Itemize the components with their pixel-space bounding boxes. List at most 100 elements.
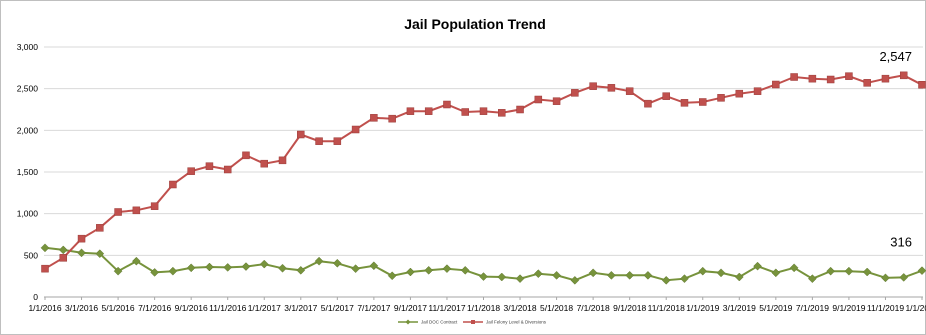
data-point bbox=[717, 94, 725, 102]
data-point bbox=[150, 268, 159, 277]
x-tick-label: 1/1/2017 bbox=[248, 303, 281, 313]
x-tick-label: 11/1/2018 bbox=[648, 303, 685, 313]
data-point bbox=[808, 274, 817, 284]
y-tick-label: 0 bbox=[33, 292, 38, 302]
data-point bbox=[881, 74, 890, 83]
data-point bbox=[516, 105, 524, 114]
x-tick-label: 5/1/2017 bbox=[321, 303, 354, 313]
data-point bbox=[498, 109, 506, 117]
data-point bbox=[625, 87, 634, 95]
data-point bbox=[260, 159, 268, 168]
gridlines bbox=[44, 46, 923, 298]
x-tick-label: 9/1/2018 bbox=[613, 303, 646, 313]
data-point bbox=[333, 137, 342, 145]
legend: Jail DOC Contract Jail Felony Level & Div… bbox=[398, 319, 547, 325]
x-tick-label: 3/1/2019 bbox=[723, 303, 756, 313]
data-point bbox=[862, 267, 872, 277]
x-tick-label: 7/1/2019 bbox=[796, 303, 829, 313]
data-callout: 316 bbox=[890, 235, 912, 250]
data-point bbox=[205, 262, 214, 272]
x-tick-label: 5/1/2016 bbox=[102, 303, 135, 313]
legend-label: Jail DOC Contract bbox=[421, 320, 458, 325]
data-point bbox=[534, 95, 543, 104]
data-point bbox=[589, 82, 597, 90]
data-point bbox=[58, 245, 68, 255]
data-point bbox=[223, 165, 232, 174]
x-tick-label: 5/1/2019 bbox=[759, 303, 792, 313]
series-layer bbox=[40, 71, 926, 285]
data-point bbox=[241, 262, 251, 271]
data-point bbox=[41, 264, 49, 273]
y-tick-label: 500 bbox=[24, 250, 38, 260]
data-point bbox=[59, 254, 68, 262]
data-point bbox=[662, 92, 670, 100]
data-point bbox=[297, 130, 305, 139]
data-point bbox=[132, 206, 141, 215]
data-point bbox=[552, 97, 561, 105]
x-tick-label: 9/1/2019 bbox=[832, 303, 865, 313]
data-point bbox=[460, 265, 470, 275]
x-axis-ticks: 1/1/2016 3/1/2016 5/1/2016 7/1/2016 9/1/2016… bbox=[28, 297, 926, 313]
chart-title: Jail Population Trend bbox=[404, 16, 546, 32]
data-point bbox=[552, 270, 561, 280]
data-point bbox=[734, 272, 744, 282]
x-tick-label: 9/1/2016 bbox=[175, 303, 208, 313]
data-point bbox=[296, 265, 306, 275]
data-point bbox=[643, 270, 653, 280]
data-point bbox=[77, 248, 86, 258]
data-point bbox=[351, 264, 360, 274]
data-point bbox=[917, 266, 926, 276]
data-point bbox=[113, 266, 123, 276]
data-point bbox=[132, 256, 141, 266]
x-tick-label: 1/1/2018 bbox=[467, 303, 500, 313]
data-point bbox=[771, 268, 781, 278]
data-point bbox=[826, 266, 835, 276]
data-point bbox=[735, 89, 744, 98]
data-point bbox=[278, 156, 287, 165]
data-point bbox=[881, 273, 890, 283]
y-tick-label: 1,000 bbox=[17, 209, 39, 219]
data-point bbox=[899, 71, 908, 80]
callouts: 2,547 316 bbox=[879, 49, 912, 250]
data-point bbox=[790, 73, 798, 81]
data-point bbox=[443, 100, 451, 109]
data-point bbox=[461, 108, 469, 116]
x-tick-label: 1/1/2020 bbox=[905, 303, 926, 313]
x-tick-label: 11/1/2019 bbox=[867, 303, 904, 313]
legend-swatch-marker bbox=[405, 319, 411, 325]
y-tick-label: 2,000 bbox=[17, 125, 39, 135]
data-point bbox=[808, 74, 817, 83]
legend-label: Jail Felony Level & Diversions bbox=[486, 320, 547, 325]
data-point bbox=[515, 274, 525, 284]
y-tick-label: 2,500 bbox=[17, 84, 39, 94]
x-tick-label: 3/1/2017 bbox=[284, 303, 317, 313]
series-2 bbox=[41, 71, 926, 273]
data-point bbox=[424, 107, 433, 115]
data-point bbox=[40, 243, 50, 253]
y-tick-label: 1,500 bbox=[17, 167, 39, 177]
data-point bbox=[899, 273, 909, 282]
x-tick-label: 7/1/2017 bbox=[357, 303, 390, 313]
data-point bbox=[406, 267, 415, 277]
data-point bbox=[314, 256, 324, 266]
x-tick-label: 7/1/2016 bbox=[138, 303, 171, 313]
data-point bbox=[607, 84, 616, 92]
y-axis-ticks: 0 500 1,000 1,500 2,000 2,500 3,000 bbox=[17, 42, 39, 302]
x-tick-label: 5/1/2018 bbox=[540, 303, 573, 313]
x-tick-label: 3/1/2016 bbox=[65, 303, 98, 313]
data-point bbox=[607, 270, 616, 280]
data-point bbox=[479, 272, 488, 281]
data-point bbox=[845, 72, 853, 80]
x-tick-label: 1/1/2019 bbox=[686, 303, 719, 313]
data-point bbox=[680, 274, 689, 284]
data-point bbox=[424, 265, 434, 275]
data-point bbox=[863, 79, 871, 87]
legend-item: Jail Felony Level & Diversions bbox=[463, 320, 547, 325]
data-point bbox=[588, 268, 598, 278]
data-point bbox=[242, 151, 250, 160]
data-point bbox=[370, 114, 378, 122]
data-point bbox=[644, 99, 652, 108]
data-point bbox=[95, 249, 105, 259]
data-point bbox=[826, 75, 835, 84]
